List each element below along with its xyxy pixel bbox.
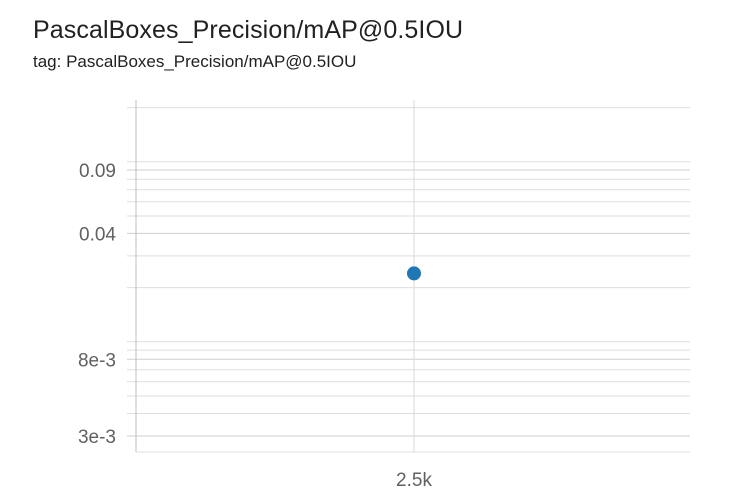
data-points [407, 266, 421, 281]
chart-tag: tag: PascalBoxes_Precision/mAP@0.5IOU [33, 52, 357, 71]
y-tick-label: 0.04 [79, 224, 116, 245]
y-tick-label: 8e-3 [78, 350, 116, 371]
x-tick-label: 2.5k [396, 470, 432, 490]
tick-labels: 3e-3 8e-3 0.04 0.09 2.5k [78, 161, 432, 490]
grid-layer [127, 100, 690, 452]
y-tick-label: 3e-3 [78, 427, 116, 448]
y-tick-label: 0.09 [79, 161, 116, 182]
data-point [407, 266, 421, 281]
chart-title: PascalBoxes_Precision/mAP@0.5IOU [33, 16, 464, 44]
axis-layer [135, 100, 690, 453]
